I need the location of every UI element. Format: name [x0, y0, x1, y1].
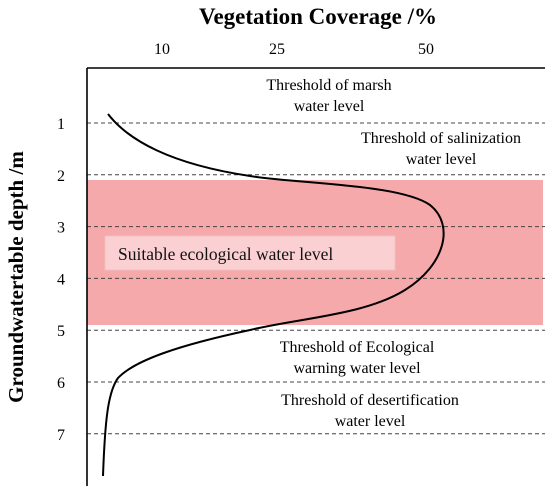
depth-gridlines [87, 122, 545, 435]
vegetation-coverage-curve [102, 113, 445, 477]
chart-title: Vegetation Coverage /% [199, 4, 437, 29]
y-tick-label: 5 [57, 323, 65, 340]
suitable-zone-label: Suitable ecological water level [118, 244, 333, 264]
threshold-marsh-line2: water level [294, 98, 365, 115]
y-tick-label: 2 [57, 168, 65, 185]
y-axis-label: Groundwatertable depth /m [4, 151, 28, 403]
x-tick-label: 10 [154, 41, 170, 58]
threshold-desertification-line2: water level [335, 413, 406, 430]
suitable-zone-label-box [104, 235, 396, 271]
x-tick-label: 50 [418, 41, 434, 58]
y-tick-label: 7 [57, 427, 65, 444]
y-tick-labels: 1 2 3 4 5 6 7 [57, 116, 65, 444]
y-tick-label: 4 [57, 271, 65, 288]
y-tick-label: 3 [57, 220, 65, 237]
threshold-ecological-line1: Threshold of Ecological [280, 339, 435, 356]
x-tick-label: 25 [269, 41, 285, 58]
threshold-marsh-line1: Threshold of marsh [266, 77, 391, 94]
threshold-desertification-line1: Threshold of desertification [281, 392, 459, 409]
threshold-salinization-line2: water level [406, 151, 477, 168]
y-tick-label: 6 [57, 375, 65, 392]
threshold-ecological-line2: warning water level [293, 360, 421, 377]
y-tick-label: 1 [57, 116, 65, 133]
threshold-salinization-line1: Threshold of salinization [361, 130, 521, 147]
